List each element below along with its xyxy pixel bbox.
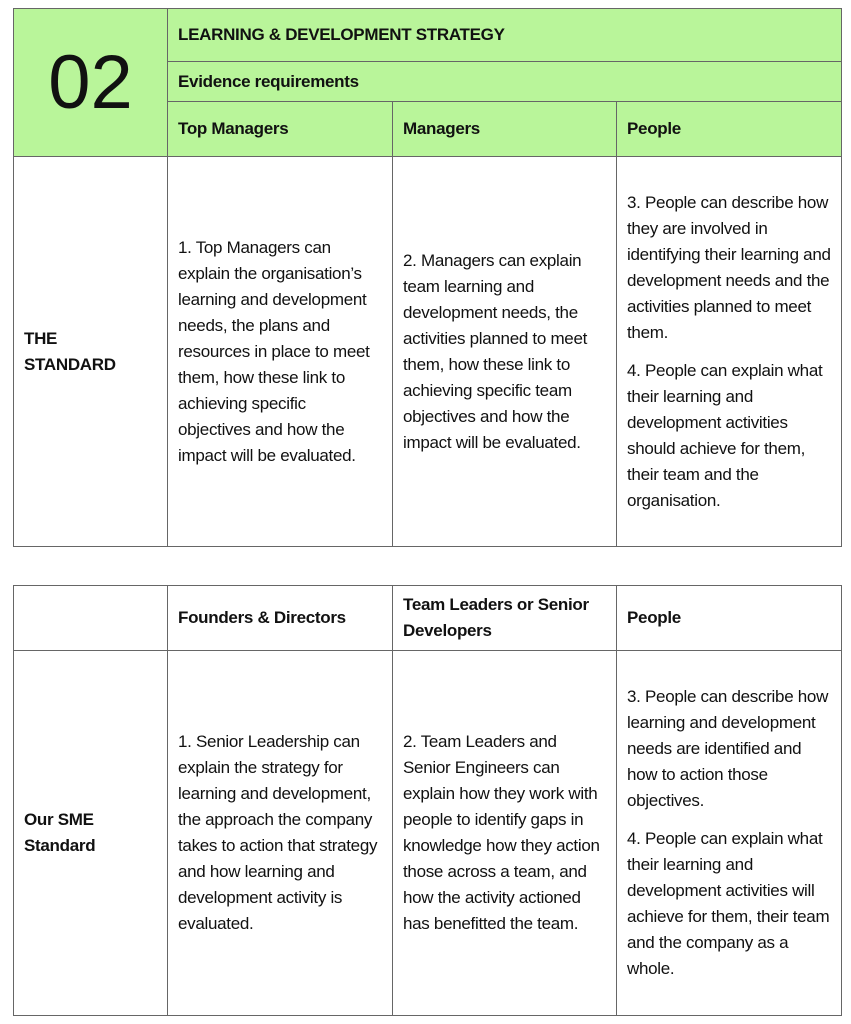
- cell-managers: 2. Managers can explain team learning an…: [392, 156, 617, 547]
- header-founders-directors: Founders & Directors: [167, 585, 393, 651]
- requirement-4: 4. People can explain what their learnin…: [627, 829, 830, 978]
- standard-table: 02 LEARNING & DEVELOPMENT STRATEGY Evide…: [13, 8, 842, 547]
- section-title: LEARNING & DEVELOPMENT STRATEGY: [167, 8, 842, 62]
- requirement-3: 3. People can describe how they are invo…: [627, 192, 831, 342]
- header-team-leaders: Team Leaders or Senior Developers: [392, 585, 617, 651]
- requirement-3: 3. People can describe how learning and …: [627, 687, 829, 810]
- row-label-sme-standard: Our SME Standard: [13, 650, 168, 1016]
- requirement-1: 1. Senior Leadership can explain the str…: [178, 732, 378, 933]
- requirement-2: 2. Team Leaders and Senior Engineers can…: [403, 732, 600, 933]
- requirement-2: 2. Managers can explain team learning an…: [403, 250, 588, 452]
- empty-header-cell: [13, 585, 168, 651]
- header-people: People: [616, 585, 842, 651]
- cell-people: 3. People can describe how learning and …: [616, 650, 842, 1016]
- section-number: 02: [13, 8, 168, 157]
- cell-people: 3. People can describe how they are invo…: [616, 156, 842, 547]
- cell-founders-directors: 1. Senior Leadership can explain the str…: [167, 650, 393, 1016]
- header-people: People: [616, 101, 842, 157]
- sme-standard-table: Founders & Directors Team Leaders or Sen…: [13, 585, 842, 1016]
- requirement-4: 4. People can explain what their learnin…: [627, 360, 823, 510]
- header-top-managers: Top Managers: [167, 101, 393, 157]
- section-subtitle: Evidence requirements: [167, 61, 842, 102]
- cell-top-managers: 1. Top Managers can explain the organisa…: [167, 156, 393, 547]
- requirement-1: 1. Top Managers can explain the organisa…: [178, 237, 370, 465]
- cell-team-leaders: 2. Team Leaders and Senior Engineers can…: [392, 650, 617, 1016]
- header-managers: Managers: [392, 101, 617, 157]
- row-label-the-standard: THE STANDARD: [13, 156, 168, 547]
